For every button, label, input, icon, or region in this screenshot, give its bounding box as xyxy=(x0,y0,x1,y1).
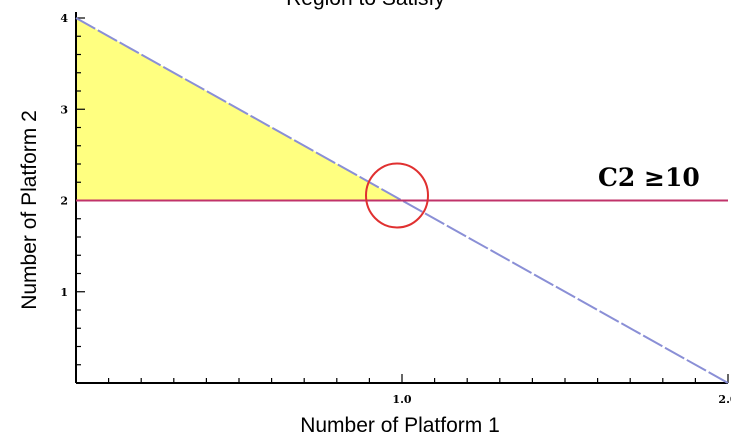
x-tick-label: 2.0 xyxy=(718,393,731,406)
intersection-circle xyxy=(365,162,429,229)
x-tick-label: 1.0 xyxy=(392,393,411,406)
y-tick-label: 4 xyxy=(60,12,68,25)
chart-title: Region to Satisfy xyxy=(0,0,731,11)
y-tick-label: 3 xyxy=(60,103,68,116)
y-axis-label: Number of Platform 2 xyxy=(18,110,41,310)
constraint-label: C2 ≥10 xyxy=(598,163,700,192)
y-tick-label: 2 xyxy=(60,195,68,208)
y-tick-label: 1 xyxy=(60,286,68,299)
x-axis-label: Number of Platform 1 xyxy=(300,414,500,437)
